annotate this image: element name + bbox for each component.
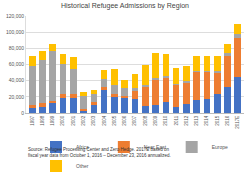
- svg-text:1999: 1999: [50, 115, 55, 126]
- svg-text:60,000: 60,000: [9, 61, 25, 67]
- svg-text:Other: Other: [76, 163, 89, 169]
- svg-text:2006: 2006: [122, 115, 127, 126]
- svg-text:Source: Refugee Processing Cen: Source: Refugee Processing Center and Ze…: [28, 147, 171, 158]
- svg-text:2004: 2004: [102, 115, 107, 126]
- svg-text:100,000: 100,000: [6, 29, 24, 35]
- svg-text:2016: 2016: [225, 115, 230, 126]
- svg-text:2003: 2003: [91, 115, 96, 126]
- svg-text:80,000: 80,000: [9, 45, 25, 51]
- svg-text:2001: 2001: [71, 115, 76, 126]
- svg-text:2000: 2000: [60, 115, 65, 126]
- svg-text:2008: 2008: [143, 115, 148, 126]
- svg-text:2007: 2007: [132, 115, 137, 126]
- svg-text:2011: 2011: [174, 115, 179, 125]
- svg-text:2015: 2015: [215, 115, 220, 126]
- svg-text:2012: 2012: [184, 115, 189, 126]
- svg-text:2002: 2002: [81, 115, 86, 126]
- svg-text:2013: 2013: [194, 115, 199, 126]
- svg-text:2005: 2005: [112, 115, 117, 126]
- svg-text:20,000: 20,000: [9, 94, 25, 100]
- svg-text:1998: 1998: [40, 115, 45, 126]
- svg-text:2010: 2010: [163, 115, 168, 126]
- svg-text:2009: 2009: [153, 115, 158, 126]
- svg-text:0: 0: [21, 110, 24, 116]
- svg-text:Europe: Europe: [212, 144, 228, 150]
- svg-text:2017E: 2017E: [235, 116, 240, 129]
- svg-text:Near East: Near East: [144, 144, 167, 150]
- svg-text:2014: 2014: [204, 115, 209, 126]
- svg-text:1997: 1997: [30, 115, 35, 126]
- svg-text:Africa: Africa: [76, 144, 89, 150]
- svg-text:40,000: 40,000: [9, 77, 25, 83]
- svg-text:Historical Refugee Admissions: Historical Refugee Admissions by Region: [61, 2, 189, 10]
- svg-text:120,000: 120,000: [6, 13, 24, 19]
